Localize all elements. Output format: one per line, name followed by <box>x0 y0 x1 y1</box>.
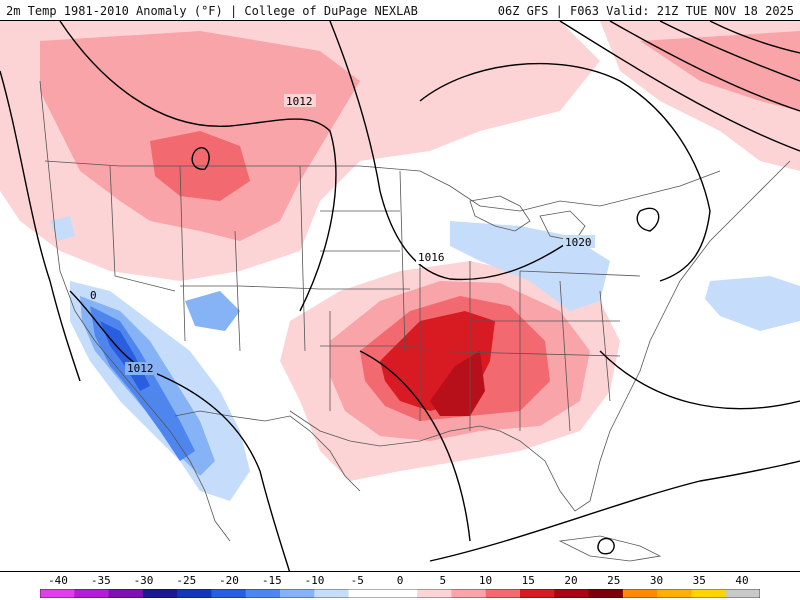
isobar-west-coast <box>0 70 81 382</box>
isobar-contours <box>0 21 800 571</box>
colorbar-swatch <box>588 589 624 598</box>
anomaly-colorbar: -40 -35 -30 -25 -20 -15 -10 -5 0 5 10 15 20 25 30 35 40 <box>0 572 800 600</box>
colorbar-tick-label: -40 <box>48 574 68 587</box>
state-lines-east <box>419 261 641 432</box>
isobar-label-zero: 0 <box>90 289 97 302</box>
colorbar-tick-label: -25 <box>176 574 197 587</box>
isobar-nw-4 <box>709 21 800 54</box>
isobar-nw-1 <box>559 21 800 152</box>
isobar-south-1012 <box>69 290 291 571</box>
colorbar-swatch <box>691 589 727 598</box>
colorbar-swatch <box>725 589 760 598</box>
warm-south-hot-east <box>430 351 485 416</box>
colorbar-swatch <box>485 589 521 598</box>
state-lines-central <box>320 170 420 411</box>
colorbar-tick-label: -35 <box>90 574 111 587</box>
colorbar-swatch <box>657 589 692 598</box>
colorbar-strip <box>40 589 760 598</box>
colorbar-swatch <box>211 589 247 598</box>
us-mexico-border <box>174 410 361 492</box>
anomaly-map: 1012 1016 1020 1012 0 <box>0 20 800 572</box>
colorbar-tick-label: -10 <box>304 574 325 587</box>
isobar-nw-3 <box>659 21 800 82</box>
colorbar-tick-label: 5 <box>439 574 447 587</box>
colorbar-swatch <box>177 589 212 598</box>
isobar-nw-2 <box>609 21 800 112</box>
isobar-label-1016: 1016 <box>418 251 445 264</box>
colorbar-tick-label: 35 <box>692 574 706 587</box>
colorbar-tick-label: -20 <box>219 574 239 587</box>
colorbar-swatch <box>280 589 315 598</box>
colorbar-tick-label: 10 <box>478 574 493 587</box>
isobar-gulf <box>359 350 800 562</box>
model-valid-time: 06Z GFS | F063 Valid: 21Z TUE NOV 18 202… <box>497 4 794 18</box>
colorbar-tick-label: 0 <box>396 574 404 587</box>
colorbar-tick-label: -30 <box>133 574 154 587</box>
isobar-label-1012-south: 1012 <box>127 362 154 375</box>
warm-northeast-mid <box>640 31 800 111</box>
cuba-outline <box>558 535 662 562</box>
isobar-atlantic <box>599 350 800 410</box>
product-title: 2m Temp 1981-2010 Anomaly (°F) | College… <box>6 4 418 18</box>
colorbar-swatch <box>40 589 75 598</box>
colorbar-swatch <box>417 589 452 598</box>
isobar-1020 <box>419 62 711 282</box>
map-canvas: 1012 1016 1020 1012 0 <box>0 21 800 571</box>
colorbar-swatch <box>142 589 178 598</box>
colorbar-swatch <box>348 589 384 598</box>
colorbar-swatch <box>74 589 110 598</box>
map-header: 2m Temp 1981-2010 Anomaly (°F) | College… <box>0 0 800 20</box>
us-canada-border <box>44 160 721 212</box>
great-lakes-outline <box>469 195 586 242</box>
isobar-label-1012-north: 1012 <box>286 95 313 108</box>
cool-rockies-mid <box>185 291 240 331</box>
colorbar-tick-label: 20 <box>564 574 578 587</box>
warm-anomaly-shading <box>0 21 800 481</box>
isobar-1012-north <box>59 21 337 312</box>
isobar-small-low-2 <box>597 537 615 555</box>
colorbar-swatch <box>382 589 418 598</box>
state-lines-west <box>109 165 321 352</box>
gulf-coastline <box>289 400 626 512</box>
east-coastline <box>624 160 791 402</box>
isobar-small-low-1 <box>191 147 210 170</box>
colorbar-tick-label: 40 <box>735 574 749 587</box>
colorbar-tick-label: 25 <box>607 574 621 587</box>
colorbar-swatch <box>451 589 487 598</box>
colorbar-swatch <box>314 589 350 598</box>
cool-atlantic <box>705 276 800 331</box>
isobar-label-1020: 1020 <box>565 236 592 249</box>
colorbar-swatch <box>554 589 590 598</box>
colorbar-tick-label: -15 <box>261 574 282 587</box>
colorbar-swatch <box>245 589 281 598</box>
colorbar-tick-label: 30 <box>649 574 664 587</box>
colorbar-swatch <box>622 589 658 598</box>
colorbar-swatch <box>108 589 144 598</box>
geographic-boundaries <box>39 80 791 562</box>
isobar-1016 <box>329 21 571 281</box>
west-coastline <box>39 80 231 542</box>
colorbar-swatch <box>520 589 555 598</box>
cool-nw-coast <box>50 216 75 241</box>
colorbar-tick-label: 15 <box>521 574 535 587</box>
colorbar-tick-label: -5 <box>350 574 364 587</box>
isobar-small-high <box>636 207 660 232</box>
